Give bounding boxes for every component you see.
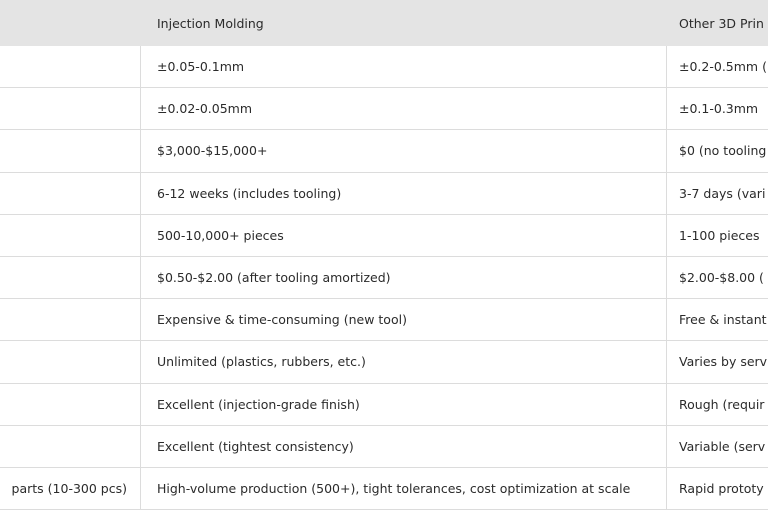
cell: ±0.05-0.1mm	[141, 46, 667, 88]
cell	[0, 425, 141, 467]
table-row: Expensive & time-consuming (new tool) Fre…	[0, 299, 768, 342]
cell: 6-12 weeks (includes tooling)	[141, 172, 667, 214]
table-row: $3,000-$15,000+ $0 (no tooling	[0, 130, 768, 173]
table-row: Excellent (injection-grade finish) Rough …	[0, 383, 768, 426]
cell	[0, 0, 141, 46]
header-row: Injection Molding Other 3D Prin	[0, 0, 768, 46]
cell: 3-7 days (vari	[679, 185, 766, 201]
cell	[0, 46, 141, 88]
cell: High-volume production (500+), tight tol…	[141, 468, 667, 510]
cell	[0, 341, 141, 383]
cell: Excellent (injection-grade finish)	[141, 383, 667, 425]
table-row: ±0.05-0.1mm ±0.2-0.5mm (	[0, 46, 768, 89]
cell: Rapid prototy	[679, 481, 764, 497]
cell: Rough (requir	[679, 396, 765, 412]
table-row: $0.50-$2.00 (after tooling amortized) $2.…	[0, 257, 768, 300]
cell	[0, 130, 141, 172]
cell: 500-10,000+ pieces	[141, 214, 667, 256]
cell	[0, 88, 141, 130]
cell: parts (10-300 pcs)	[0, 468, 141, 510]
cell: Injection Molding	[157, 15, 264, 31]
cell: Other 3D Prin	[679, 15, 764, 31]
cell	[0, 172, 141, 214]
cell: Variable (serv	[679, 438, 766, 454]
cell	[0, 257, 141, 299]
cell	[0, 383, 141, 425]
cell: Expensive & time-consuming (new tool)	[141, 299, 667, 341]
cell	[0, 299, 141, 341]
cell: $3,000-$15,000+	[141, 130, 667, 172]
cell	[0, 214, 141, 256]
table-row: parts (10-300 pcs) High-volume production…	[0, 468, 768, 511]
cell: ±0.02-0.05mm	[141, 88, 667, 130]
table-row: ±0.02-0.05mm ±0.1-0.3mm	[0, 88, 768, 131]
cell: ±0.1-0.3mm	[679, 101, 759, 117]
cell: $0.50-$2.00 (after tooling amortized)	[141, 257, 667, 299]
cell: $0 (no tooling	[679, 143, 767, 159]
cell: $2.00-$8.00 (	[679, 270, 764, 286]
cell: Free & instant	[679, 312, 767, 328]
table-row: 500-10,000+ pieces 1-100 pieces	[0, 214, 768, 257]
cell: Excellent (tightest consistency)	[141, 425, 667, 467]
table-row: Excellent (tightest consistency) Variable…	[0, 425, 768, 468]
table-row: Unlimited (plastics, rubbers, etc.) Varie…	[0, 341, 768, 384]
cell: Unlimited (plastics, rubbers, etc.)	[141, 341, 667, 383]
cell: ±0.2-0.5mm (	[679, 59, 767, 75]
table-row: 6-12 weeks (includes tooling) 3-7 days (v…	[0, 172, 768, 215]
cell: 1-100 pieces	[679, 227, 760, 243]
cell: Varies by serv	[679, 354, 768, 370]
